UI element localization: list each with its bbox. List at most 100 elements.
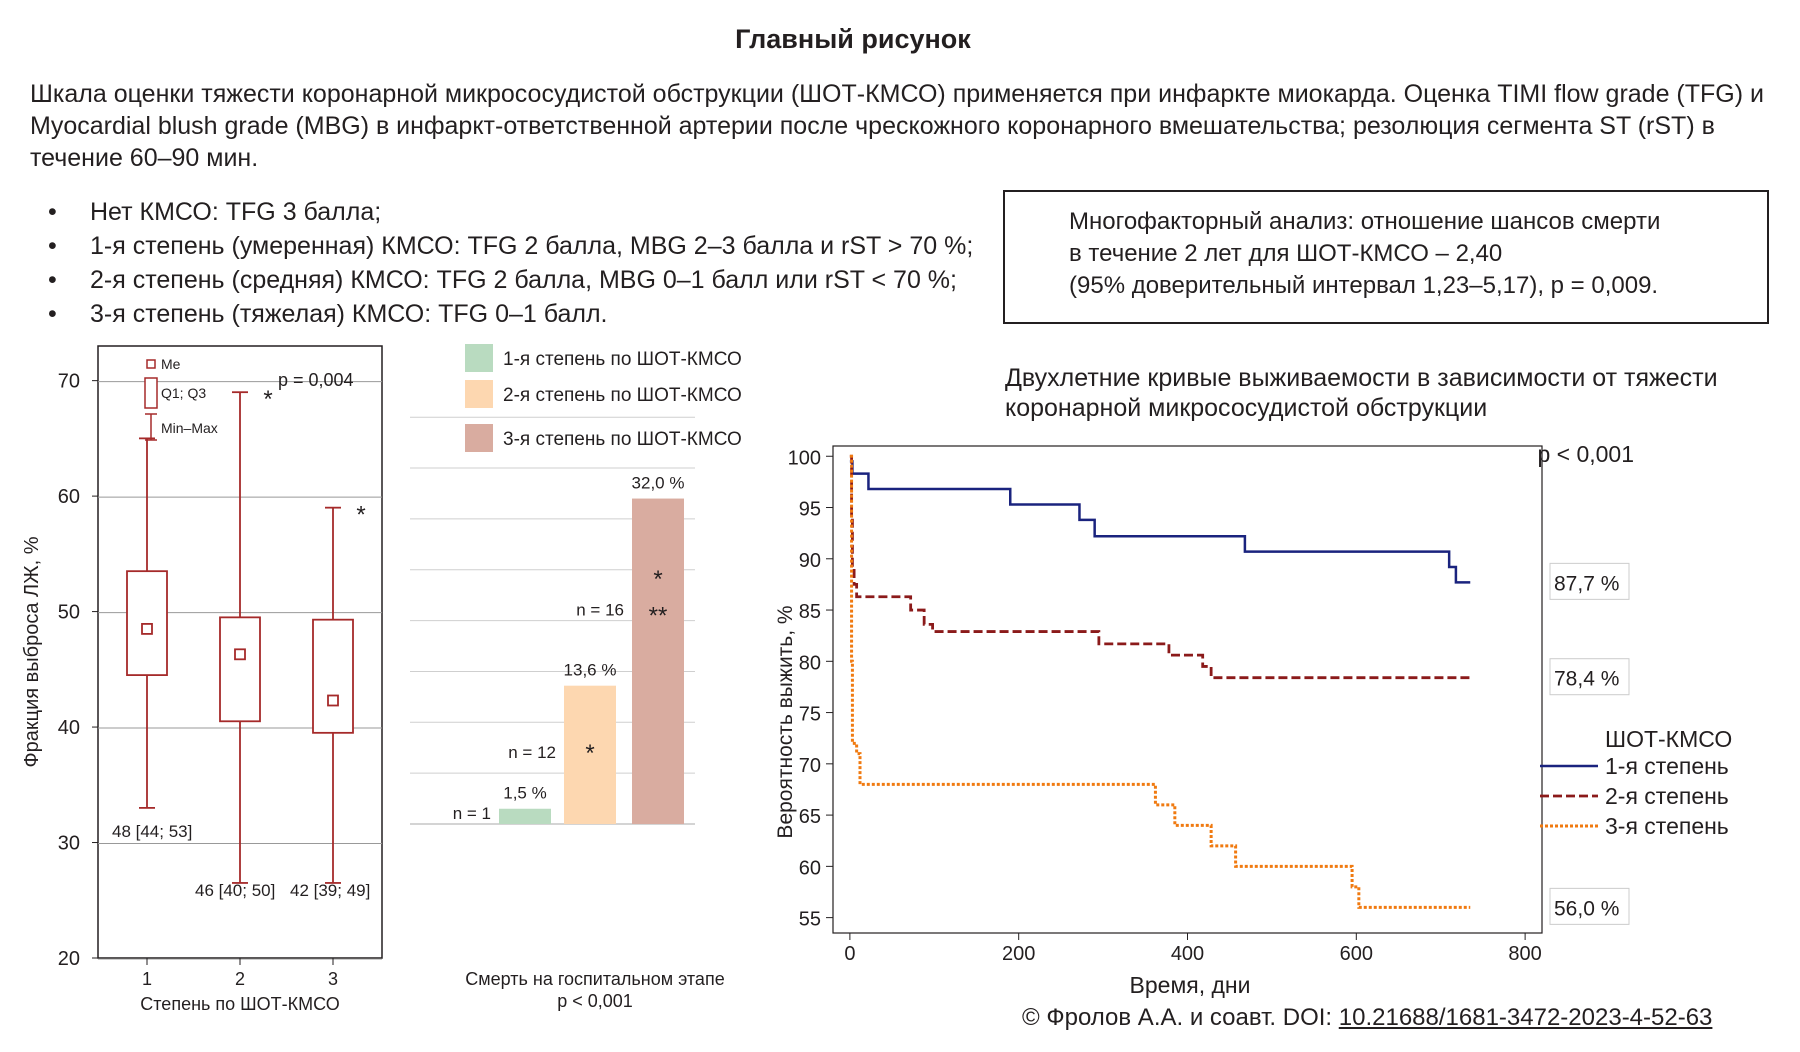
multifactor-line-3: (95% доверительный интервал 1,23–5,17), … bbox=[1069, 272, 1659, 299]
box-y-tick-label: 70 bbox=[58, 371, 80, 393]
box-y-tick-label: 20 bbox=[58, 948, 80, 970]
box-group-summary-label: 48 [44; 53] bbox=[112, 822, 192, 841]
survival-y-tick-label: 65 bbox=[799, 806, 821, 828]
bullet-no-cmo: Нет КМСО: TFG 3 балла; bbox=[48, 195, 973, 229]
survival-y-tick-label: 60 bbox=[799, 857, 821, 879]
survival-x-tick-label: 600 bbox=[1340, 943, 1373, 965]
legend-median-marker bbox=[146, 359, 156, 369]
bullet-grade-2: 2-я степень (средняя) КМСО: TFG 2 балла,… bbox=[48, 263, 973, 297]
survival-x-tick-label: 400 bbox=[1171, 943, 1204, 965]
bar-significance-marker: * bbox=[585, 740, 594, 767]
box-x-tick-label: 2 bbox=[235, 969, 245, 989]
bullet-grade-3: 3-я степень (тяжелая) КМСО: TFG 0–1 балл… bbox=[48, 297, 973, 331]
copyright-prefix: © Фролов А.А. и соавт. DOI: bbox=[1022, 1004, 1339, 1031]
survival-frame bbox=[832, 445, 1543, 934]
survival-curve-grade-1 bbox=[849, 460, 1471, 584]
bar-significance-marker-2: ** bbox=[649, 603, 668, 630]
doi-link[interactable]: 10.21688/1681-3472-2023-4-52-63 bbox=[1338, 1004, 1713, 1031]
box-y-tick-label: 60 bbox=[58, 486, 80, 508]
box-iqr bbox=[219, 616, 261, 723]
survival-legend: ШОТ-КМСО 1-я степень 2-я степень 3-я степе… bbox=[1540, 726, 1732, 839]
box-p-value: p = 0,004 bbox=[278, 370, 354, 390]
survival-end-label: 56,0 % bbox=[1554, 897, 1619, 920]
survival-end-label-box bbox=[1549, 562, 1630, 600]
survival-end-label-box bbox=[1549, 887, 1630, 925]
survival-y-tick-label: 70 bbox=[799, 755, 821, 777]
box-legend: Me Q1; Q3 Min–Max bbox=[144, 356, 218, 441]
survival-y-tick-label: 55 bbox=[799, 909, 821, 931]
bar-value-label: 13,6 % bbox=[564, 661, 617, 680]
survival-title: Двухлетние кривые выживаемости в зависим… bbox=[1005, 363, 1718, 423]
box-y-axis-label: Фракция выброса ЛЖ, % bbox=[21, 536, 43, 767]
legend-grade-1-label: 1-я степень по ШОТ-КМСО bbox=[503, 349, 742, 370]
bar-n-label: n = 1 bbox=[453, 804, 491, 823]
box-group-summary-label: 42 [39; 49] bbox=[290, 881, 370, 900]
grade-definitions: Нет КМСО: TFG 3 балла; 1-я степень (умер… bbox=[48, 195, 973, 331]
legend-grade-2-label: 2-я степень по ШОТ-КМСО bbox=[503, 385, 742, 406]
bar-n-label: n = 12 bbox=[508, 743, 556, 762]
survival-y-tick-label: 95 bbox=[799, 499, 821, 521]
survival-y-tick-label: 85 bbox=[799, 601, 821, 623]
survival-x-tick-label: 200 bbox=[1002, 943, 1035, 965]
box-plot-chart: 20 30 40 50 60 70 1 2 3 48 [44; 53] * 46 [40; 50]… bbox=[21, 345, 383, 1014]
box-median-marker bbox=[234, 648, 246, 661]
survival-end-label: 87,7 % bbox=[1554, 572, 1619, 595]
survival-y-tick-label: 90 bbox=[799, 550, 821, 572]
survival-chart: 0 200 400 600 800 55 60 65 70 75 80 85 90 95 100 87,7 … bbox=[774, 441, 1732, 998]
box-y-tick-label: 50 bbox=[58, 602, 80, 624]
bar-x-axis-label: Смерть на госпитальном этапе bbox=[465, 969, 724, 989]
legend-grade-3-label: 3-я степень по ШОТ-КМСО bbox=[503, 429, 742, 450]
bullet-grade-1: 1-я степень (умеренная) КМСО: TFG 2 балл… bbox=[48, 229, 973, 263]
bar-grade-3 bbox=[632, 498, 684, 824]
multifactor-line-1: Многофакторный анализ: отношение шансов … bbox=[1069, 208, 1661, 235]
box-x-axis-label: Степень по ШОТ-КМСО bbox=[140, 994, 339, 1014]
legend-range-label: Min–Max bbox=[161, 420, 218, 436]
bar-n-label: n = 16 bbox=[576, 601, 624, 620]
box-median-marker bbox=[141, 623, 153, 635]
survival-x-tick-label: 800 bbox=[1508, 943, 1541, 965]
box-outlier-asterisk: * bbox=[263, 386, 272, 413]
box-median-marker bbox=[327, 694, 339, 707]
survival-x-tick-label: 0 bbox=[844, 943, 855, 965]
intro-text: Шкала оценки тяжести коронарной микросос… bbox=[30, 80, 1764, 172]
multifactor-line-2: в течение 2 лет для ШОТ-КМСО – 2,40 bbox=[1069, 240, 1503, 267]
survival-curve-grade-3 bbox=[849, 454, 1471, 909]
bar-grade-1 bbox=[499, 808, 551, 824]
bar-value-label: 1,5 % bbox=[503, 784, 546, 803]
legend-grade-2-label: 2-я степень bbox=[1605, 783, 1729, 809]
survival-y-tick-label: 80 bbox=[799, 652, 821, 674]
box-group-summary-label: 46 [40; 50] bbox=[195, 881, 275, 900]
survival-y-tick-label: 75 bbox=[799, 704, 821, 726]
bar-significance-marker: * bbox=[653, 566, 662, 593]
copyright: © Фролов А.А. и соавт. DOI: 10.21688/168… bbox=[1022, 1004, 1712, 1032]
survival-x-axis-label: Время, дни bbox=[1130, 972, 1251, 998]
box-y-tick-label: 30 bbox=[58, 833, 80, 855]
multifactor-box: Многофакторный анализ: отношение шансов … bbox=[1003, 190, 1769, 324]
box-x-tick-label: 1 bbox=[142, 969, 152, 989]
legend-grade-3-label: 3-я степень bbox=[1605, 813, 1729, 839]
legend-grade-3-swatch bbox=[465, 424, 493, 452]
survival-title-line-1: Двухлетние кривые выживаемости в зависим… bbox=[1005, 364, 1718, 392]
survival-p-value: p < 0,001 bbox=[1537, 441, 1634, 467]
survival-y-axis-label: Вероятность выжить, % bbox=[774, 605, 797, 838]
box-outlier-asterisk: * bbox=[356, 502, 365, 529]
legend-grade-2-swatch bbox=[465, 380, 493, 408]
bar-value-label: 32,0 % bbox=[632, 474, 685, 493]
legend-iqr-label: Q1; Q3 bbox=[161, 385, 206, 401]
box-iqr bbox=[312, 618, 354, 734]
box-x-tick-label: 3 bbox=[328, 969, 338, 989]
survival-title-line-2: коронарной микрососудистой обструкции bbox=[1005, 394, 1488, 422]
page-title: Главный рисунок bbox=[735, 24, 971, 54]
legend-median-label: Me bbox=[161, 356, 181, 372]
bar-p-value: p < 0,001 bbox=[557, 991, 633, 1011]
legend-title: ШОТ-КМСО bbox=[1605, 726, 1732, 752]
legend-grade-1-label: 1-я степень bbox=[1605, 753, 1729, 779]
box-y-tick-label: 40 bbox=[58, 717, 80, 739]
survival-end-label: 78,4 % bbox=[1554, 668, 1619, 691]
bar-grade-2 bbox=[564, 685, 616, 824]
mortality-bar-chart: 1-я степень по ШОТ-КМСО 2-я степень по Ш… bbox=[410, 344, 742, 1011]
bar-legend: 1-я степень по ШОТ-КМСО 2-я степень по Ш… bbox=[465, 344, 742, 452]
legend-iqr-marker bbox=[144, 377, 158, 409]
survival-y-tick-label: 100 bbox=[788, 447, 821, 469]
survival-end-label-box bbox=[1549, 658, 1630, 696]
